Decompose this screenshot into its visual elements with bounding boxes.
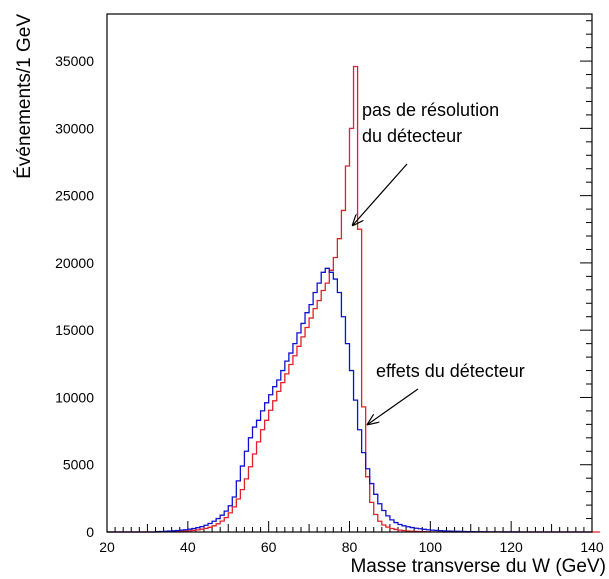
annotation-detector-effects: effets du détecteur <box>376 361 525 381</box>
y-tick-label: 35000 <box>55 53 94 69</box>
y-tick-label: 10000 <box>55 389 94 405</box>
x-tick-label: 100 <box>419 539 443 555</box>
x-tick-label: 140 <box>580 539 604 555</box>
annotation-no-resolution-arrow <box>353 163 408 225</box>
axis-ticks <box>106 20 593 533</box>
tick-labels: 20 40 60 80 100 120 140 0 5000 10000 15000 20000 250… <box>55 53 604 555</box>
y-tick-label: 5000 <box>63 457 94 473</box>
x-tick-label: 120 <box>499 539 523 555</box>
histogram-series-1 <box>107 267 592 533</box>
annotation-no-resolution-line-1: pas de résolution <box>362 100 499 120</box>
x-tick-label: 80 <box>342 539 358 555</box>
annotations: pas de résolution du détecteur effets du… <box>353 100 525 424</box>
x-tick-label: 20 <box>99 539 115 555</box>
y-tick-label: 20000 <box>55 255 94 271</box>
y-tick-label: 15000 <box>55 322 94 338</box>
y-tick-label: 25000 <box>55 188 94 204</box>
annotation-detector-effects-arrow <box>368 388 419 424</box>
x-tick-label: 60 <box>261 539 277 555</box>
histogram-series <box>107 65 601 533</box>
x-axis-title: Masse transverse du W (GeV) <box>350 556 606 577</box>
y-tick-label: 0 <box>86 524 94 540</box>
annotation-detector-effects-line-1: effets du détecteur <box>376 361 525 381</box>
y-axis-title: Événements/1 GeV <box>14 14 35 179</box>
annotation-no-resolution: pas de résolution du détecteur <box>362 100 504 146</box>
annotation-no-resolution-line-2: du détecteur <box>362 126 462 146</box>
x-tick-label: 40 <box>180 539 196 555</box>
plot-frame <box>106 13 593 533</box>
y-tick-label: 30000 <box>55 120 94 136</box>
histogram-series-0 <box>107 65 601 533</box>
